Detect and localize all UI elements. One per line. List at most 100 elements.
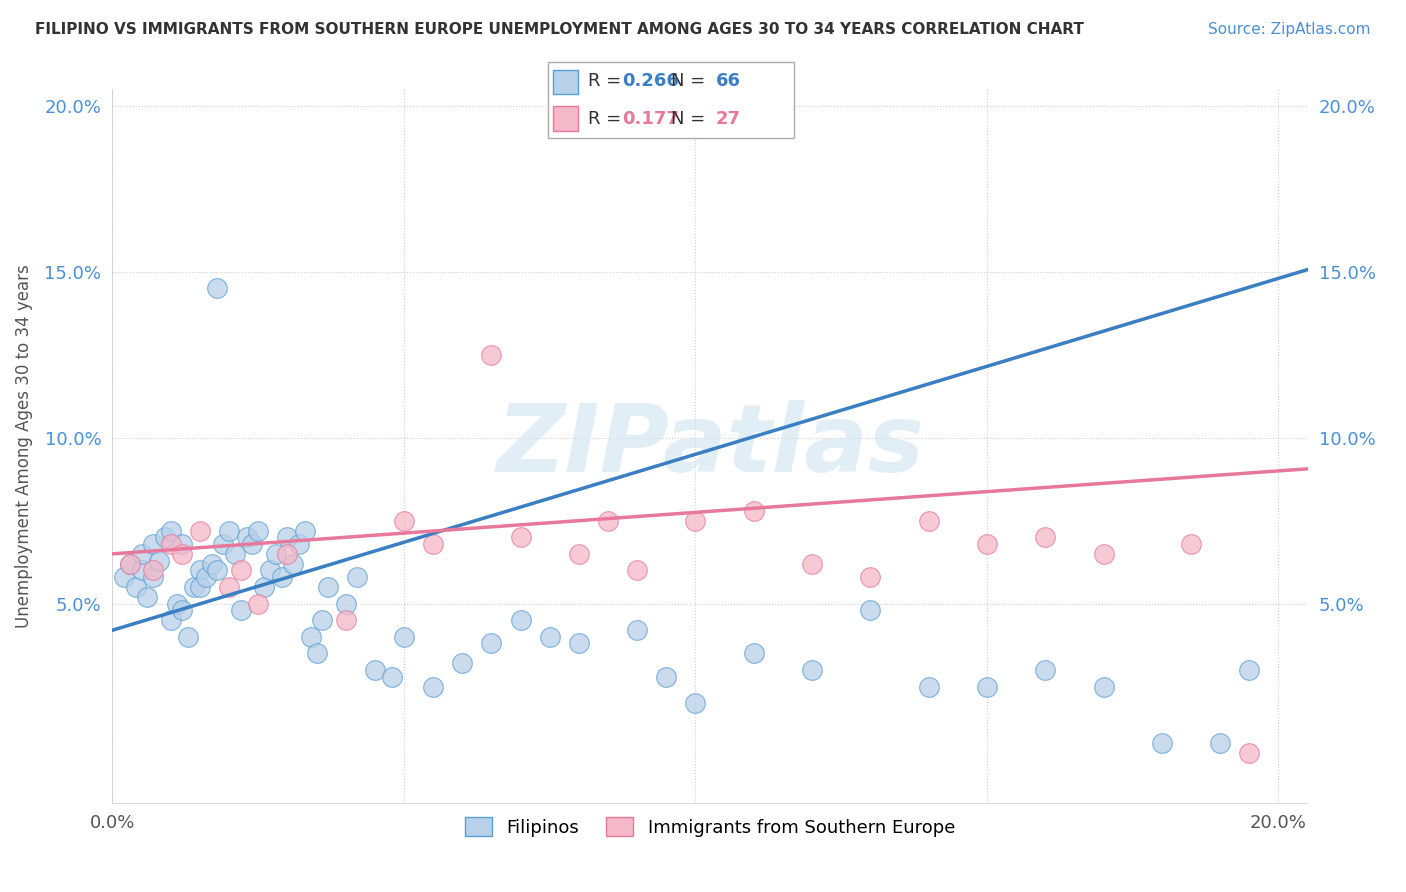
Point — [264, 547, 287, 561]
Point — [976, 537, 998, 551]
Point — [183, 580, 205, 594]
Point — [159, 613, 181, 627]
Point — [976, 680, 998, 694]
Point — [259, 564, 281, 578]
Point — [229, 603, 252, 617]
Point — [1150, 736, 1173, 750]
Y-axis label: Unemployment Among Ages 30 to 34 years: Unemployment Among Ages 30 to 34 years — [15, 264, 34, 628]
Text: FILIPINO VS IMMIGRANTS FROM SOUTHERN EUROPE UNEMPLOYMENT AMONG AGES 30 TO 34 YEA: FILIPINO VS IMMIGRANTS FROM SOUTHERN EUR… — [35, 22, 1084, 37]
Text: 0.177: 0.177 — [621, 110, 679, 128]
Point — [270, 570, 292, 584]
Point — [1180, 537, 1202, 551]
Point — [188, 580, 211, 594]
Point — [112, 570, 135, 584]
Point — [626, 564, 648, 578]
Point — [159, 524, 181, 538]
Point — [142, 564, 165, 578]
Point — [194, 570, 217, 584]
Point — [364, 663, 387, 677]
Point — [253, 580, 276, 594]
Text: N =: N = — [672, 71, 711, 89]
Point — [1092, 547, 1115, 561]
FancyBboxPatch shape — [554, 106, 578, 130]
Point — [247, 597, 270, 611]
Point — [229, 564, 252, 578]
Point — [153, 530, 176, 544]
Point — [207, 281, 229, 295]
Point — [276, 547, 298, 561]
Point — [859, 570, 882, 584]
Point — [917, 680, 939, 694]
Point — [422, 680, 444, 694]
Point — [335, 613, 357, 627]
Point — [118, 557, 141, 571]
Point — [381, 670, 404, 684]
Point — [346, 570, 368, 584]
Point — [655, 670, 678, 684]
Point — [166, 597, 188, 611]
Point — [288, 537, 311, 551]
Point — [247, 524, 270, 538]
FancyBboxPatch shape — [548, 62, 794, 138]
Point — [509, 530, 531, 544]
Point — [159, 537, 181, 551]
Point — [242, 537, 264, 551]
Point — [481, 636, 503, 650]
Point — [917, 514, 939, 528]
Point — [283, 557, 305, 571]
Point — [125, 580, 148, 594]
Point — [538, 630, 561, 644]
Point — [172, 547, 194, 561]
Point — [685, 514, 707, 528]
FancyBboxPatch shape — [554, 70, 578, 95]
Point — [299, 630, 322, 644]
Point — [224, 547, 246, 561]
Text: ZIPatlas: ZIPatlas — [496, 400, 924, 492]
Point — [172, 537, 194, 551]
Point — [859, 603, 882, 617]
Text: N =: N = — [672, 110, 711, 128]
Point — [142, 537, 165, 551]
Point — [212, 537, 235, 551]
Point — [131, 564, 153, 578]
Point — [1209, 736, 1232, 750]
Point — [1033, 663, 1056, 677]
Point — [422, 537, 444, 551]
Point — [200, 557, 222, 571]
Point — [742, 504, 765, 518]
Point — [305, 647, 328, 661]
Point — [235, 530, 257, 544]
Point — [685, 696, 707, 710]
Point — [316, 580, 339, 594]
Point — [451, 657, 474, 671]
Point — [1239, 746, 1261, 760]
Point — [188, 564, 211, 578]
Text: R =: R = — [588, 71, 627, 89]
Point — [1033, 530, 1056, 544]
Point — [801, 557, 824, 571]
Point — [207, 564, 229, 578]
Point — [294, 524, 316, 538]
Point — [481, 348, 503, 362]
Point — [801, 663, 824, 677]
Point — [142, 570, 165, 584]
Point — [177, 630, 200, 644]
Point — [118, 557, 141, 571]
Point — [276, 530, 298, 544]
Text: 27: 27 — [716, 110, 741, 128]
Point — [218, 524, 240, 538]
Point — [172, 603, 194, 617]
Point — [1239, 663, 1261, 677]
Text: 66: 66 — [716, 71, 741, 89]
Text: 0.266: 0.266 — [621, 71, 679, 89]
Point — [335, 597, 357, 611]
Point — [136, 590, 159, 604]
Point — [1092, 680, 1115, 694]
Point — [218, 580, 240, 594]
Point — [509, 613, 531, 627]
Point — [311, 613, 333, 627]
Point — [131, 547, 153, 561]
Point — [392, 630, 415, 644]
Point — [568, 547, 591, 561]
Point — [148, 553, 170, 567]
